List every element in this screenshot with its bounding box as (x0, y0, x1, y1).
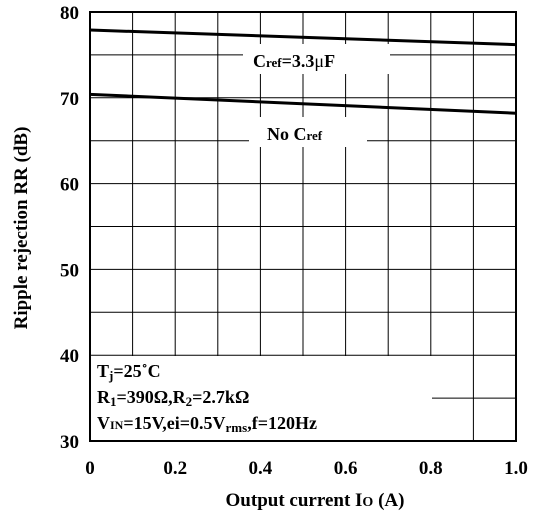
series-label-cref: Cref=3.3μF (243, 44, 390, 74)
y-tick-labels: 30 40 50 60 70 80 (60, 3, 79, 453)
x-tick-labels: 0 0.2 0.4 0.6 0.8 1.0 (85, 458, 528, 479)
y-tick-label: 70 (60, 89, 79, 110)
y-tick-label: 40 (60, 346, 79, 367)
x-axis-label: Output current IO (A) (226, 490, 405, 511)
x-tick-label: 0.8 (419, 458, 443, 479)
svg-text:No Cref: No Cref (267, 124, 323, 144)
conditions-box-bg (90, 356, 432, 440)
series-label-no-cref: No Cref (249, 117, 367, 147)
series-line-no-cref (89, 92, 517, 115)
series-label-no-cref-main: No C (267, 124, 307, 144)
series-label-cref-main: C (253, 51, 266, 71)
series-label-cref-unit: F (324, 51, 335, 71)
y-tick-label: 30 (60, 432, 79, 453)
series-label-cref-mu: μ (314, 51, 324, 71)
series-label-cref-bg (243, 44, 390, 74)
conditions-box: Tj=25˚C R1=390Ω,R2=2.7kΩ VIN=15V,ei=0.5V… (90, 356, 432, 440)
x-tick-label: 0.4 (249, 458, 273, 479)
y-tick-label: 50 (60, 260, 79, 281)
x-tick-label: 1.0 (504, 458, 528, 479)
series-label-cref-sub: ref (266, 55, 282, 70)
x-tick-label: 0.2 (163, 458, 187, 479)
x-tick-label: 0 (85, 458, 95, 479)
series-line-cref (89, 28, 517, 47)
condition-input: VIN=15V,ei=0.5Vrms,f=120Hz (97, 413, 317, 435)
series-label-cref-value: =3.3 (282, 51, 315, 71)
y-axis-label: Ripple rejection RR (dB) (11, 127, 32, 330)
series-label-no-cref-sub: ref (307, 128, 323, 143)
x-tick-label: 0.6 (334, 458, 358, 479)
plot-frame (89, 11, 517, 442)
y-tick-label: 80 (60, 3, 79, 24)
condition-tj: Tj=25˚C (97, 361, 161, 383)
series-lines (89, 28, 517, 115)
svg-text:Cref=3.3μF: Cref=3.3μF (253, 51, 335, 71)
y-tick-label: 60 (60, 175, 79, 196)
series-label-no-cref-bg (249, 117, 367, 147)
condition-resistors: R1=390Ω,R2=2.7kΩ (97, 387, 249, 409)
